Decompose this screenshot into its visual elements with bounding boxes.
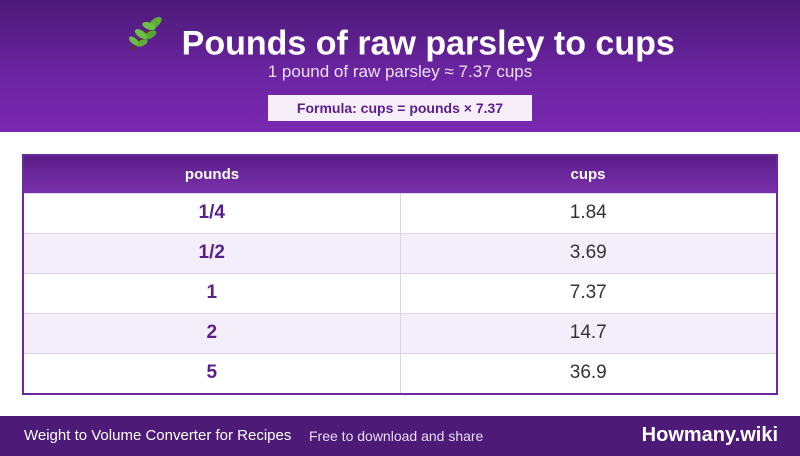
pounds-cell: 1	[24, 272, 401, 313]
pounds-cell: 1/4	[24, 192, 401, 233]
table-header-row: pounds cups	[24, 156, 776, 193]
cups-cell: 1.84	[400, 192, 776, 233]
pounds-cell: 2	[24, 312, 401, 353]
cups-cell: 14.7	[400, 312, 776, 353]
herb-leaf-icon	[129, 17, 162, 51]
footer-bar: Weight to Volume Converter for Recipes F…	[0, 416, 800, 456]
cups-cell: 36.9	[400, 352, 776, 393]
formula-badge: Formula: cups = pounds × 7.37	[268, 95, 532, 121]
table-row: 5 36.9	[24, 352, 776, 393]
page-title: Pounds of raw parsley to cups	[181, 24, 675, 63]
footer-app-name: Weight to Volume Converter for Recipes	[24, 427, 292, 444]
pounds-cell: 1/2	[24, 232, 401, 273]
table-row: 1/4 1.84	[24, 192, 776, 233]
column-header-cups: cups	[570, 165, 606, 183]
footer-share-note: Free to download and share	[309, 428, 484, 444]
header-banner: Pounds of raw parsley to cups 1 pound of…	[0, 0, 800, 132]
cups-cell: 3.69	[400, 232, 776, 273]
footer-brand-link[interactable]: Howmany.wiki	[641, 424, 778, 446]
column-header-pounds: pounds	[184, 165, 240, 183]
cups-cell: 7.37	[400, 272, 776, 313]
conversion-subtitle: 1 pound of raw parsley ≈ 7.37 cups	[267, 62, 533, 81]
table-row: 1/2 3.69	[24, 232, 776, 273]
table-row: 1 7.37	[24, 272, 776, 313]
pounds-cell: 5	[24, 352, 401, 393]
table-row: 2 14.7	[24, 312, 776, 353]
conversion-table: pounds cups 1/4 1.84 1/2 3.69 1 7.37 2 1…	[22, 154, 778, 395]
title-row: Pounds of raw parsley to cups	[0, 14, 800, 63]
